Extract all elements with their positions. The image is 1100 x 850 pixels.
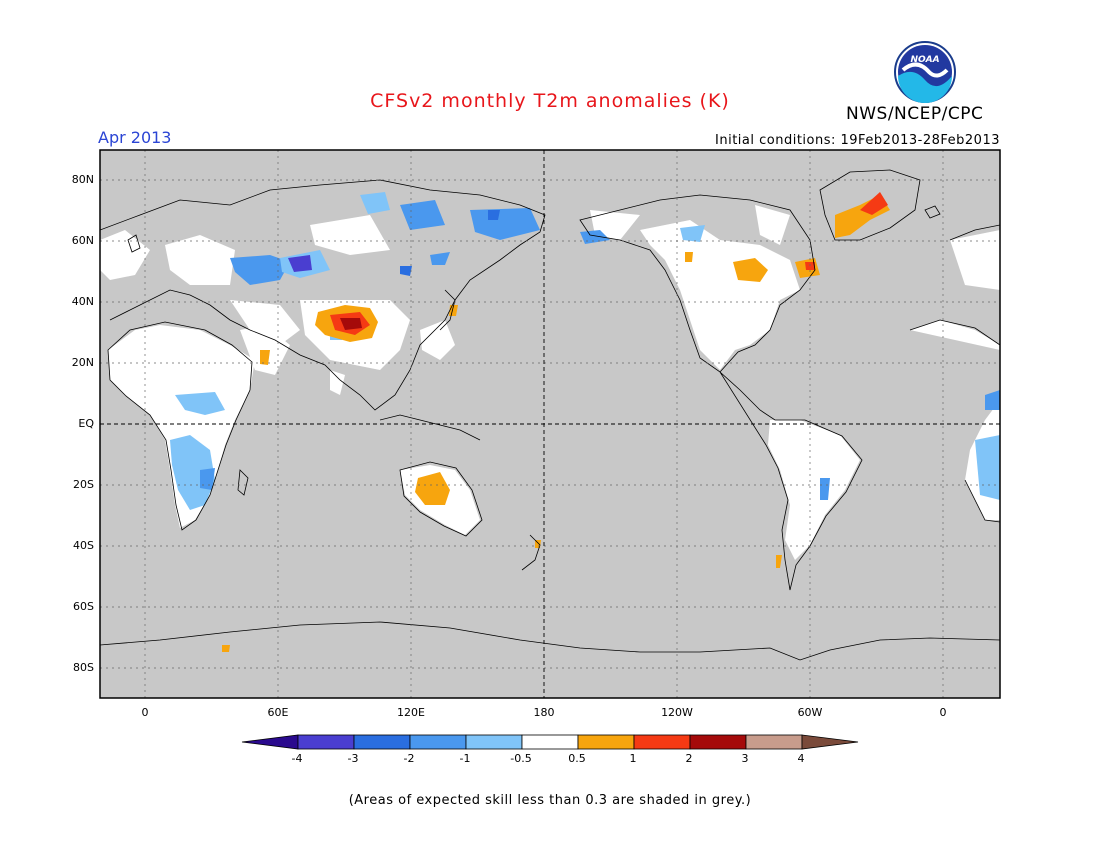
colorbar-box xyxy=(465,734,523,750)
lat-label-eq: EQ xyxy=(78,417,94,430)
colorbar-arrow-high xyxy=(801,734,859,750)
colorbar-tick: 2 xyxy=(685,752,693,765)
lon-label-120e: 120E xyxy=(397,706,425,719)
colorbar-box xyxy=(689,734,747,750)
map-title: CFSv2 monthly T2m anomalies (K) xyxy=(370,90,730,112)
lon-label-0: 0 xyxy=(141,706,149,719)
lat-label-60s: 60S xyxy=(73,600,94,613)
colorbar-box xyxy=(633,734,691,750)
skill-footnote: (Areas of expected skill less than 0.3 a… xyxy=(348,793,752,808)
colorbar-tick: -3 xyxy=(347,752,359,765)
colorbar-arrow-low xyxy=(241,734,299,750)
map-frame xyxy=(99,149,1001,699)
lon-label-60e: 60E xyxy=(267,706,289,719)
colorbar-tick: -0.5 xyxy=(510,752,532,765)
lon-label-180: 180 xyxy=(533,706,555,719)
noaa-logo-icon: NOAA xyxy=(894,41,956,103)
colorbar-tick: -1 xyxy=(459,752,471,765)
coastlines xyxy=(100,169,1000,661)
colorbar-tick: 4 xyxy=(797,752,805,765)
lon-label-120w: 120W xyxy=(661,706,693,719)
svg-text:NOAA: NOAA xyxy=(910,55,939,65)
initial-conditions: Initial conditions: 19Feb2013-28Feb2013 xyxy=(715,133,1000,148)
lon-label-60w: 60W xyxy=(797,706,823,719)
agency-label: NWS/NCEP/CPC xyxy=(846,104,984,124)
lat-label-60n: 60N xyxy=(71,234,94,247)
colorbar-tick: -4 xyxy=(291,752,303,765)
colorbar-box xyxy=(297,734,355,750)
forecast-month: Apr 2013 xyxy=(98,128,172,147)
lat-label-20s: 20S xyxy=(73,478,94,491)
colorbar-box xyxy=(521,734,579,750)
colorbar-box xyxy=(745,734,803,750)
negative-anomaly-regions xyxy=(170,192,1000,510)
colorbar-box xyxy=(409,734,467,750)
colorbar xyxy=(241,734,859,750)
colorbar-tick: 1 xyxy=(629,752,637,765)
positive-anomaly-regions xyxy=(222,192,890,652)
lat-label-80s: 80S xyxy=(73,661,94,674)
graticule xyxy=(100,150,1000,698)
colorbar-tick: 3 xyxy=(741,752,749,765)
colorbar-tick: 0.5 xyxy=(568,752,586,765)
lat-label-20n: 20N xyxy=(71,356,94,369)
colorbar-tick: -2 xyxy=(403,752,415,765)
lat-label-80n: 80N xyxy=(71,173,94,186)
lat-label-40n: 40N xyxy=(71,295,94,308)
lat-label-40s: 40S xyxy=(73,539,94,552)
colorbar-box xyxy=(577,734,635,750)
lon-label-0-right: 0 xyxy=(939,706,947,719)
colorbar-box xyxy=(353,734,411,750)
